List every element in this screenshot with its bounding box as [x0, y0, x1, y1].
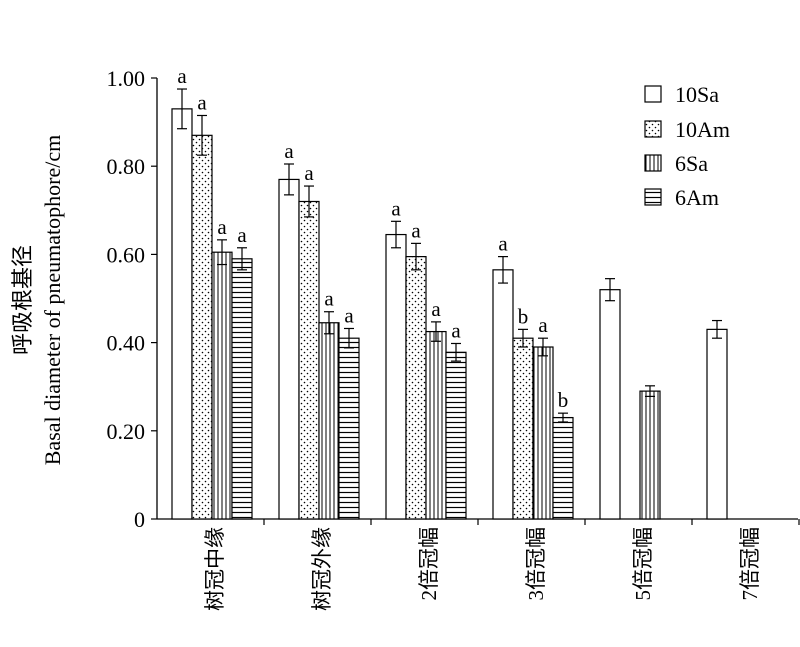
- bar: [278, 178, 300, 520]
- bar: [318, 322, 340, 520]
- legend-item: 6Am: [644, 185, 719, 210]
- y-axis-ticks: 0 0.20 0.40 0.60 0.80 1.00: [107, 66, 157, 532]
- bar: [532, 346, 554, 520]
- bar: [512, 337, 534, 520]
- legend-item: 6Sa: [644, 151, 708, 176]
- x-category-label: 5倍冠幅: [631, 527, 655, 601]
- y-axis-title: Basal diameter of pneumatophore/cm: [40, 135, 65, 466]
- bar: [639, 390, 661, 520]
- legend-item: 10Am: [644, 117, 730, 142]
- y-tick-label: 0.40: [107, 331, 146, 356]
- y-tick-label: 0.20: [107, 419, 146, 444]
- bar: [171, 108, 193, 520]
- significance-letter: b: [558, 388, 569, 412]
- bar: [599, 289, 621, 520]
- significance-letter: a: [391, 196, 401, 220]
- significance-letter: a: [237, 223, 247, 247]
- bar: [385, 233, 407, 520]
- legend-label-10sa: 10Sa: [675, 82, 719, 107]
- significance-letter: a: [324, 287, 334, 311]
- bar: [191, 134, 213, 520]
- significance-letter: a: [197, 90, 207, 114]
- significance-letter: a: [217, 215, 227, 239]
- x-category-label: 3倍冠幅: [524, 527, 548, 601]
- bar: [211, 251, 233, 520]
- y-axis-title-chinese: 呼吸根基径: [10, 245, 35, 355]
- bar: [298, 200, 320, 520]
- significance-letter: b: [518, 304, 529, 328]
- significance-letter: a: [411, 218, 421, 242]
- legend-label-10am: 10Am: [675, 117, 730, 142]
- significance-letter: a: [498, 232, 508, 256]
- x-axis-labels: 树冠中缘 树冠外缘 2倍冠幅 3倍冠幅 5倍冠幅 7倍冠幅: [203, 519, 800, 611]
- legend-swatch-10sa: [644, 85, 662, 103]
- y-tick-label: 0.80: [107, 154, 146, 179]
- bar: [405, 256, 427, 520]
- bar: [445, 351, 467, 520]
- bar: [706, 328, 728, 520]
- significance-letter: a: [304, 161, 314, 185]
- legend-swatch-6sa: [644, 154, 662, 172]
- x-category-label: 2倍冠幅: [417, 527, 441, 601]
- legend-item: 10Sa: [644, 82, 719, 107]
- significance-letter: a: [284, 139, 294, 163]
- legend-label-6am: 6Am: [675, 185, 719, 210]
- x-category-label: 7倍冠幅: [738, 527, 762, 601]
- x-category-label: 树冠外缘: [310, 527, 334, 611]
- y-tick-label: 1.00: [107, 66, 146, 91]
- bar: [425, 330, 447, 520]
- bar: [552, 416, 574, 520]
- legend-label-6sa: 6Sa: [675, 151, 708, 176]
- significance-letter: a: [344, 303, 354, 327]
- legend: 10Sa 10Am 6Sa 6Am: [644, 82, 730, 210]
- significance-letter: a: [431, 297, 441, 321]
- y-tick-label: 0: [134, 507, 145, 532]
- y-tick-label: 0.60: [107, 242, 146, 267]
- x-category-label: 树冠中缘: [203, 527, 227, 611]
- bar: [338, 337, 360, 520]
- legend-swatch-10am: [644, 120, 662, 138]
- legend-swatch-6am: [644, 188, 662, 206]
- significance-letter: a: [451, 318, 461, 342]
- bar: [492, 269, 514, 520]
- bar: [231, 258, 253, 520]
- significance-letter: a: [177, 64, 187, 88]
- significance-letter: a: [538, 313, 548, 337]
